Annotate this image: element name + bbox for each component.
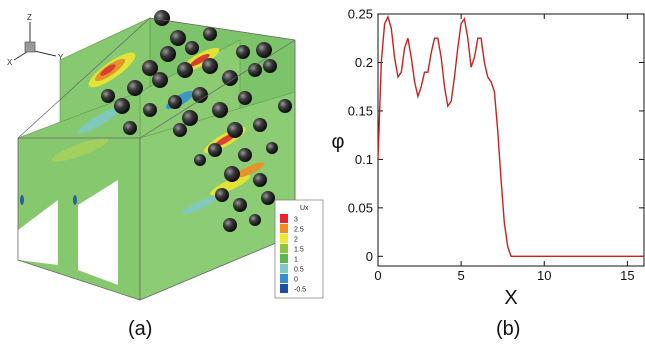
legend-level-label: -0.5 <box>294 287 306 294</box>
y-tick-label: 0.2 <box>355 55 373 70</box>
axis-x-label: X <box>7 58 13 67</box>
legend-swatch <box>280 284 288 293</box>
x-axis-label: X <box>504 287 517 309</box>
legend-swatch <box>280 274 288 283</box>
legend-swatch <box>280 244 288 253</box>
flow-snapshot-3d: Z Y X <box>0 0 330 310</box>
legend-level-label: 0 <box>294 277 298 284</box>
colorbar-legend: Ux 3 2.5 2 1.5 1 0.5 0 -0.5 <box>275 200 323 298</box>
legend-swatch <box>280 254 288 263</box>
axes-triad: Z Y X <box>7 13 64 67</box>
y-axis-label: φ <box>332 131 345 153</box>
y-tick-label: 0 <box>366 249 373 264</box>
caption-a: (a) <box>128 318 152 341</box>
legend-swatch <box>280 214 288 223</box>
plot-frame <box>378 14 644 266</box>
x-tick-label: 15 <box>620 268 634 283</box>
legend-level-label: 1 <box>294 257 298 264</box>
legend-swatch <box>280 264 288 273</box>
y-tick-label: 0.15 <box>348 103 373 118</box>
legend-level-label: 0.5 <box>294 267 304 274</box>
series-line <box>378 17 644 256</box>
y-tick-label: 0.05 <box>348 200 373 215</box>
legend-swatch <box>280 234 288 243</box>
x-tick-label: 10 <box>537 268 551 283</box>
legend-level-label: 3 <box>294 217 298 224</box>
axis-z-label: Z <box>27 13 32 22</box>
legend-level-label: 1.5 <box>294 247 304 254</box>
x-tick-label: 5 <box>458 268 465 283</box>
cube-icon <box>25 42 35 52</box>
phi-line-chart: 0 5 10 15 0 0.05 0.1 0.15 0.2 0.25 Xφ <box>330 0 645 310</box>
y-tick-label: 0.1 <box>355 152 373 167</box>
y-tick-label: 0.25 <box>348 7 373 22</box>
legend-swatch <box>280 224 288 233</box>
x-tick-label: 0 <box>374 268 381 283</box>
legend-level-label: 2 <box>294 237 298 244</box>
legend-level-label: 2.5 <box>294 227 304 234</box>
legend-title: Ux <box>300 205 309 212</box>
caption-b: (b) <box>496 318 520 341</box>
